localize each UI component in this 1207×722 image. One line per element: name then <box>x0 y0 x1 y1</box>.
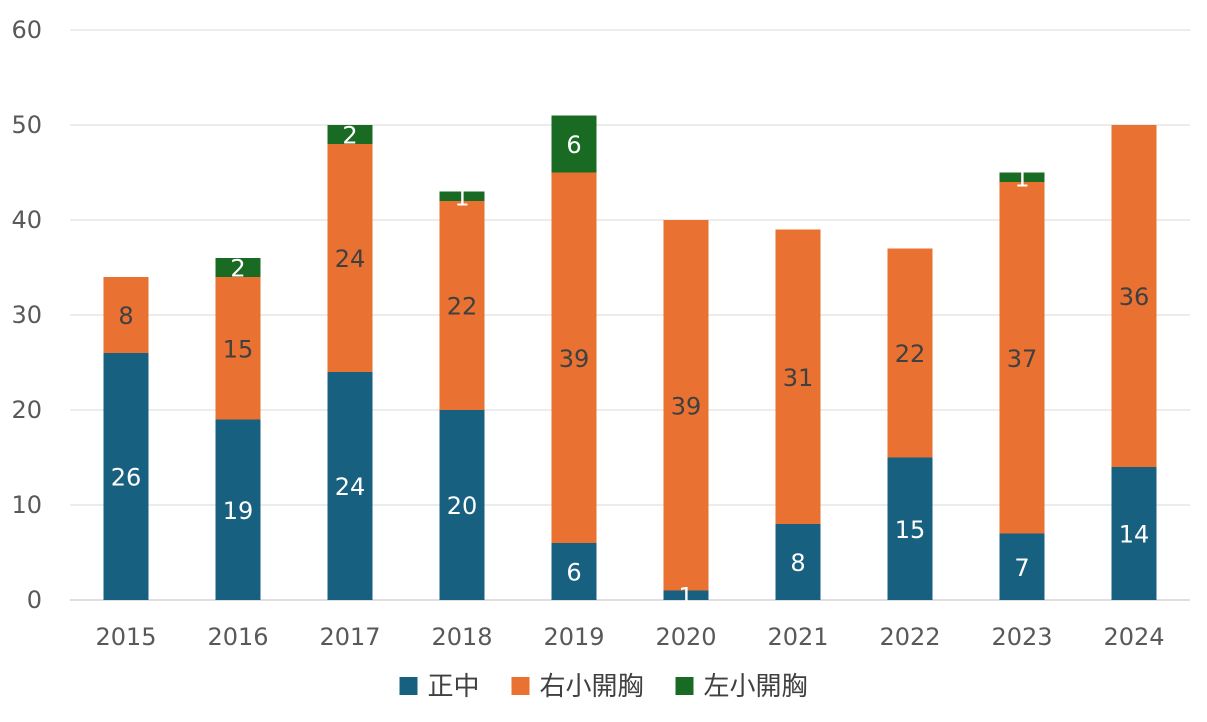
data-label-2017-s1: 24 <box>335 245 366 273</box>
y-axis: 0 10 20 30 40 50 60 <box>11 16 42 614</box>
data-label-2019-s0: 6 <box>566 559 581 587</box>
data-label-2019-s1: 39 <box>559 345 590 373</box>
bar-segment-2021-s0 <box>775 524 821 600</box>
legend-swatch-1 <box>511 677 530 695</box>
data-label-2020-s0: 1 <box>678 582 693 610</box>
bar-segment-2016-s1 <box>215 277 261 420</box>
data-label-2022-s0: 15 <box>895 516 926 544</box>
legend-label-0: 正中 <box>428 672 480 702</box>
bars <box>103 115 1157 600</box>
bar-segment-2024-s0 <box>1111 467 1157 600</box>
data-label-2018-s1: 22 <box>447 293 478 321</box>
x-tick-label-2016: 2016 <box>207 623 268 651</box>
x-tick-label-2023: 2023 <box>991 623 1052 651</box>
bar-segment-2023-s1 <box>999 182 1045 534</box>
legend-label-2: 左小開胸 <box>704 672 808 702</box>
data-label-2023-s2: 1 <box>1014 164 1029 192</box>
bar-segment-2019-s2 <box>551 115 597 173</box>
x-tick-label-2021: 2021 <box>767 623 828 651</box>
bar-segment-2015-s1 <box>103 277 149 353</box>
data-label-2016-s1: 15 <box>223 335 254 363</box>
y-tick-label: 20 <box>11 396 42 424</box>
y-tick-label: 0 <box>27 586 42 614</box>
data-label-2016-s2: 2 <box>230 255 245 283</box>
data-label-2023-s1: 37 <box>1007 345 1038 373</box>
data-label-2019-s2: 6 <box>566 131 581 159</box>
bar-segment-2020-s0 <box>663 590 709 600</box>
legend-swatch-0 <box>399 677 418 695</box>
bar-segment-2016-s2 <box>215 258 261 277</box>
x-tick-label-2022: 2022 <box>879 623 940 651</box>
data-label-2021-s0: 8 <box>790 549 805 577</box>
bar-segment-2017-s0 <box>327 372 373 600</box>
data-label-2018-s2: 1 <box>454 183 469 211</box>
legend-label-1: 右小開胸 <box>540 672 644 702</box>
data-label-2018-s0: 20 <box>447 492 478 520</box>
bar-segment-2019-s0 <box>551 543 597 600</box>
legend-swatch-2 <box>675 677 694 695</box>
bar-segment-2018-s1 <box>439 201 485 410</box>
bar-segment-2015-s0 <box>103 353 149 600</box>
y-tick-label: 40 <box>11 206 42 234</box>
bar-segment-2017-s1 <box>327 144 373 372</box>
y-tick-label: 30 <box>11 301 42 329</box>
bar-segment-2016-s0 <box>215 419 261 600</box>
x-axis: 2015 2016 2017 2018 2019 2020 2021 2022 2023 2024 <box>95 623 1164 651</box>
x-tick-label-2019: 2019 <box>543 623 604 651</box>
data-labels: 26 8 19 15 2 24 24 2 20 22 1 6 39 6 1 39 8 31 15 22 7 37 1 14 36 <box>111 122 1150 611</box>
data-label-2017-s0: 24 <box>335 473 366 501</box>
data-label-2016-s0: 19 <box>223 497 254 525</box>
bar-segment-2019-s1 <box>551 172 597 543</box>
x-tick-label-2017: 2017 <box>319 623 380 651</box>
data-label-2023-s0: 7 <box>1014 554 1029 582</box>
bar-segment-2023-s2 <box>999 172 1045 182</box>
bar-segment-2021-s1 <box>775 229 821 524</box>
bar-segment-2024-s1 <box>1111 125 1157 467</box>
x-tick-label-2024: 2024 <box>1103 623 1164 651</box>
y-tick-label: 50 <box>11 111 42 139</box>
x-tick-label-2018: 2018 <box>431 623 492 651</box>
y-tick-label: 10 <box>11 491 42 519</box>
legend: 正中 右小開胸 左小開胸 <box>399 672 808 702</box>
data-label-2021-s1: 31 <box>783 364 814 392</box>
bar-segment-2018-s0 <box>439 410 485 600</box>
data-label-2020-s1: 39 <box>671 392 702 420</box>
x-tick-label-2020: 2020 <box>655 623 716 651</box>
y-tick-label: 60 <box>11 16 42 44</box>
data-label-2015-s1: 8 <box>118 302 133 330</box>
x-tick-label-2015: 2015 <box>95 623 156 651</box>
data-label-2024-s0: 14 <box>1119 521 1150 549</box>
data-label-2017-s2: 2 <box>342 122 357 150</box>
bar-segment-2022-s1 <box>887 248 933 458</box>
data-label-2015-s0: 26 <box>111 464 142 492</box>
data-label-2024-s1: 36 <box>1119 283 1150 311</box>
bar-segment-2020-s1 <box>663 220 709 591</box>
bar-segment-2017-s2 <box>327 125 373 144</box>
bar-segment-2023-s0 <box>999 533 1045 600</box>
data-label-2022-s1: 22 <box>895 340 926 368</box>
bar-segment-2022-s0 <box>887 457 933 600</box>
bar-segment-2018-s2 <box>439 191 485 201</box>
